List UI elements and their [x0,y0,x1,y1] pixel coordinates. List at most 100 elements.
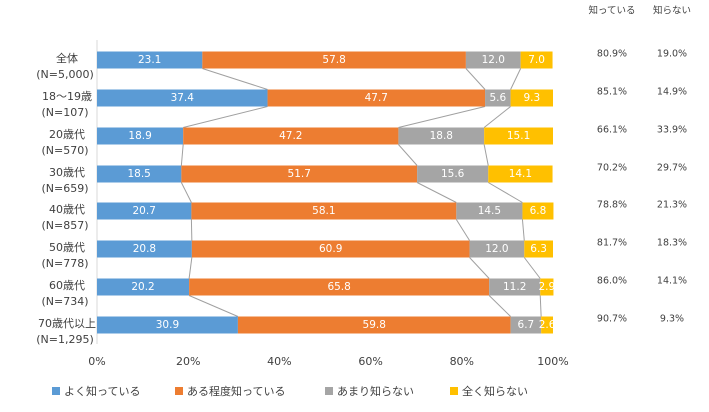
connector [188,295,239,317]
connector [469,257,490,279]
data-label: 12.0 [482,54,505,66]
data-label: 58.1 [312,205,335,217]
bar-segment [267,89,486,107]
bar-segment [189,278,490,296]
data-label: 2.6 [539,319,556,331]
bar-segment [485,89,511,107]
x-tick-label: 60% [358,355,382,368]
bar-segment [97,89,268,107]
category-label: 70歳代以上 [38,317,96,330]
category-label: 50歳代 [49,241,85,254]
bar-segment [456,202,523,220]
total-label: 80.9% [597,49,627,60]
x-tick-label: 100% [537,355,568,368]
legend-label: よく知っている [64,384,140,398]
sample-size: (N=857) [41,219,88,232]
connector [180,144,184,166]
sample-size: (N=734) [41,295,88,308]
sample-size: (N=778) [41,257,88,270]
data-label: 6.3 [530,243,547,255]
legend-swatch [325,387,333,395]
data-label: 9.3 [523,92,540,104]
bar-segment [510,316,542,334]
connector [180,182,192,203]
total-label: 90.7% [597,314,627,325]
data-label: 11.2 [503,281,526,293]
data-label: 15.1 [507,130,530,142]
legend-label: あまり知らない [337,384,414,398]
connector [416,182,457,203]
data-label: 60.9 [319,243,342,255]
sample-size: (N=659) [41,182,88,195]
bar-segment [97,51,203,69]
data-label: 65.8 [327,281,350,293]
connector [487,182,523,203]
data-label: 12.0 [485,243,508,255]
bar-segment [97,240,192,258]
data-label: 7.0 [528,54,545,66]
connector [521,219,525,241]
connector [510,68,522,90]
x-tick-label: 20% [176,355,200,368]
total-label: 33.9% [657,125,687,136]
bar-segment [97,165,182,183]
data-label: 47.2 [279,130,302,142]
connector [183,106,268,128]
bar-segment [191,202,457,220]
data-label: 14.1 [509,168,532,180]
total-header: 知らない [653,5,691,17]
total-label: 66.1% [597,125,627,136]
connector [398,144,418,166]
total-label: 14.1% [657,276,687,287]
category-label: 20歳代 [49,128,85,141]
legend-swatch [175,387,183,395]
bar-segment [465,51,521,69]
legend-swatch [52,387,60,395]
total-label: 86.0% [597,276,627,287]
data-label: 47.7 [365,92,388,104]
bar-segment [522,202,554,220]
bar-segment [191,240,470,258]
bar-segment [484,127,553,145]
total-label: 81.7% [597,238,627,249]
bar-segment [398,127,485,145]
connector [539,295,542,317]
bar-segment [97,278,190,296]
bar-segment [97,202,192,220]
connector [398,106,486,128]
data-label: 23.1 [138,54,161,66]
bar-segment [181,165,418,183]
data-label: 20.8 [133,243,156,255]
total-label: 21.3% [657,200,687,211]
connector [488,295,511,317]
bar-segment [97,316,238,334]
total-label: 70.2% [597,163,627,174]
total-label: 19.0% [657,49,687,60]
data-label: 15.6 [441,168,465,180]
sample-size: (N=107) [41,106,88,119]
total-label: 9.3% [660,314,684,325]
bar-segment [417,165,489,183]
total-header: 知っている [588,5,635,17]
legend-label: 全く知らない [462,384,528,398]
total-label: 85.1% [597,87,627,98]
data-label: 18.5 [127,168,150,180]
connector [523,257,541,279]
x-tick-label: 40% [267,355,291,368]
data-label: 59.8 [363,319,386,331]
data-label: 37.4 [171,92,195,104]
category-label: 30歳代 [49,166,85,179]
total-label: 14.9% [657,87,687,98]
bar-segment [524,240,553,258]
data-label: 2.9 [538,281,555,293]
category-label: 全体 [56,51,78,65]
bar-segment [202,51,466,69]
connector [465,68,486,90]
sample-size: (N=5,000) [36,68,94,81]
data-label: 6.7 [518,319,535,331]
connector [455,219,470,241]
data-label: 6.8 [530,205,547,217]
bar-segment [183,127,399,145]
connector [202,68,268,90]
category-label: 60歳代 [49,279,85,292]
